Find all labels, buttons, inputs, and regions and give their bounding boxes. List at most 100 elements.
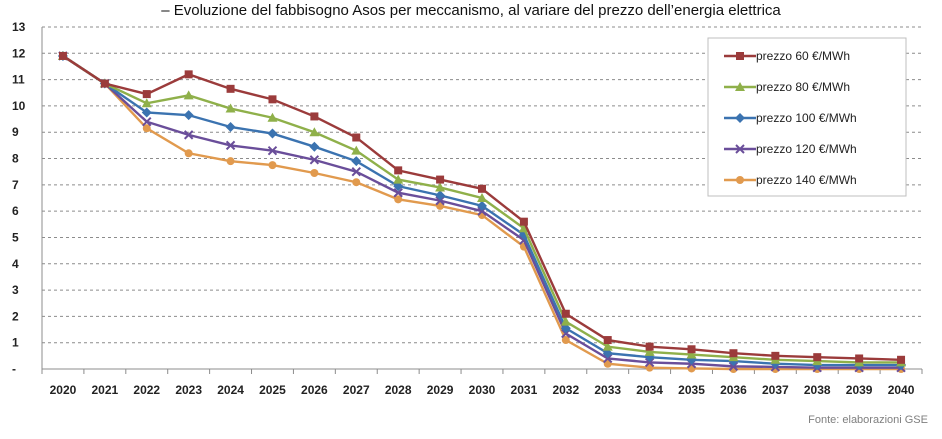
data-point (141, 98, 152, 108)
data-point (477, 193, 487, 202)
data-point (393, 188, 403, 198)
data-point (603, 336, 612, 345)
data-point (100, 79, 109, 88)
x-tick-label: 2028 (385, 383, 412, 397)
data-point (645, 342, 654, 351)
legend: prezzo 60 €/MWh prezzo 80 €/MWh prezzo 100… (707, 37, 907, 197)
data-point (225, 140, 236, 151)
data-point (477, 200, 487, 211)
y-tick-label: 9 (12, 125, 19, 139)
legend-swatch-marker (735, 144, 745, 154)
legend-swatch-marker (735, 113, 745, 123)
data-point (225, 103, 236, 113)
y-tick-label: 2 (12, 309, 19, 323)
data-point (393, 181, 404, 192)
data-point (351, 156, 362, 167)
x-tick-label: 2040 (888, 383, 915, 397)
data-point (183, 110, 194, 121)
legend-label: prezzo 100 €/MWh (756, 111, 857, 125)
data-point (142, 90, 151, 99)
data-point (184, 149, 193, 158)
data-point (728, 361, 739, 372)
legend-label: prezzo 120 €/MWh (756, 142, 857, 156)
data-point (478, 184, 486, 193)
x-tick-label: 2027 (343, 383, 370, 397)
data-point (560, 323, 571, 334)
data-point (267, 145, 278, 156)
legend-swatch-marker (736, 176, 744, 184)
data-point (309, 141, 320, 152)
data-point (813, 353, 822, 362)
data-point (897, 355, 906, 364)
legend-label: prezzo 140 €/MWh (756, 173, 857, 187)
data-point (519, 217, 528, 226)
data-point (351, 145, 362, 155)
y-tick-label: 13 (12, 20, 26, 34)
legend-label: prezzo 60 €/MWh (756, 49, 850, 63)
x-tick-label: 2038 (804, 383, 831, 397)
data-point (268, 161, 277, 170)
y-tick-label: 11 (12, 73, 25, 87)
data-point (394, 195, 403, 204)
data-point (686, 349, 697, 359)
x-tick-label: 2033 (594, 383, 621, 397)
source-note: Fonte: elaborazioni GSE (808, 414, 928, 426)
x-tick-label: 2037 (762, 383, 789, 397)
legend-swatch-marker (736, 52, 744, 60)
data-point (267, 128, 278, 139)
data-point (394, 166, 403, 175)
data-point (435, 190, 446, 201)
data-point (561, 309, 570, 318)
data-point (141, 107, 152, 118)
y-tick-label: 6 (12, 204, 19, 218)
legend-label: prezzo 80 €/MWh (756, 80, 850, 94)
data-point (351, 166, 361, 177)
series-layer (57, 50, 907, 373)
x-tick-label: 2039 (846, 383, 873, 397)
x-tick-label: 2020 (50, 383, 77, 397)
x-tick-label: 2036 (720, 383, 747, 397)
data-point (687, 345, 696, 354)
data-point (310, 169, 319, 178)
data-point (435, 182, 446, 192)
y-tick-label: 3 (12, 283, 19, 297)
y-tick-label: 4 (12, 257, 19, 271)
data-point (268, 95, 277, 104)
y-tick-label: 1 (12, 336, 19, 350)
data-point (393, 174, 404, 184)
y-tick-label: 7 (12, 178, 19, 192)
data-point (560, 316, 571, 326)
data-point (58, 51, 67, 60)
x-tick-label: 2021 (92, 383, 119, 397)
data-point (644, 346, 655, 356)
data-point (603, 353, 613, 364)
data-point (309, 127, 320, 137)
data-point (352, 178, 361, 187)
x-tick-label: 2034 (636, 383, 663, 397)
x-tick-label: 2035 (678, 383, 705, 397)
data-point (310, 112, 319, 121)
data-point (602, 341, 613, 351)
y-tick-label: 10 (12, 99, 26, 113)
data-point (644, 357, 655, 368)
chart-title: – Evoluzione del fabbisogno Asos per mec… (161, 2, 781, 19)
data-point (309, 155, 320, 165)
data-point (855, 354, 864, 363)
data-point (183, 130, 194, 140)
series-2 (57, 50, 907, 367)
y-tick-label: 8 (12, 152, 19, 166)
x-tick-label: 2030 (469, 383, 496, 397)
data-point (183, 90, 194, 100)
data-point (352, 133, 361, 142)
x-tick-label: 2032 (552, 383, 579, 397)
data-point (561, 336, 570, 345)
y-tick-label: 5 (12, 230, 19, 244)
x-tick-label: 2024 (217, 383, 244, 397)
data-point (184, 70, 193, 79)
data-point (142, 117, 152, 127)
data-point (142, 124, 151, 133)
y-tick-label: 12 (12, 46, 26, 60)
y-tick-label: - (12, 362, 16, 376)
